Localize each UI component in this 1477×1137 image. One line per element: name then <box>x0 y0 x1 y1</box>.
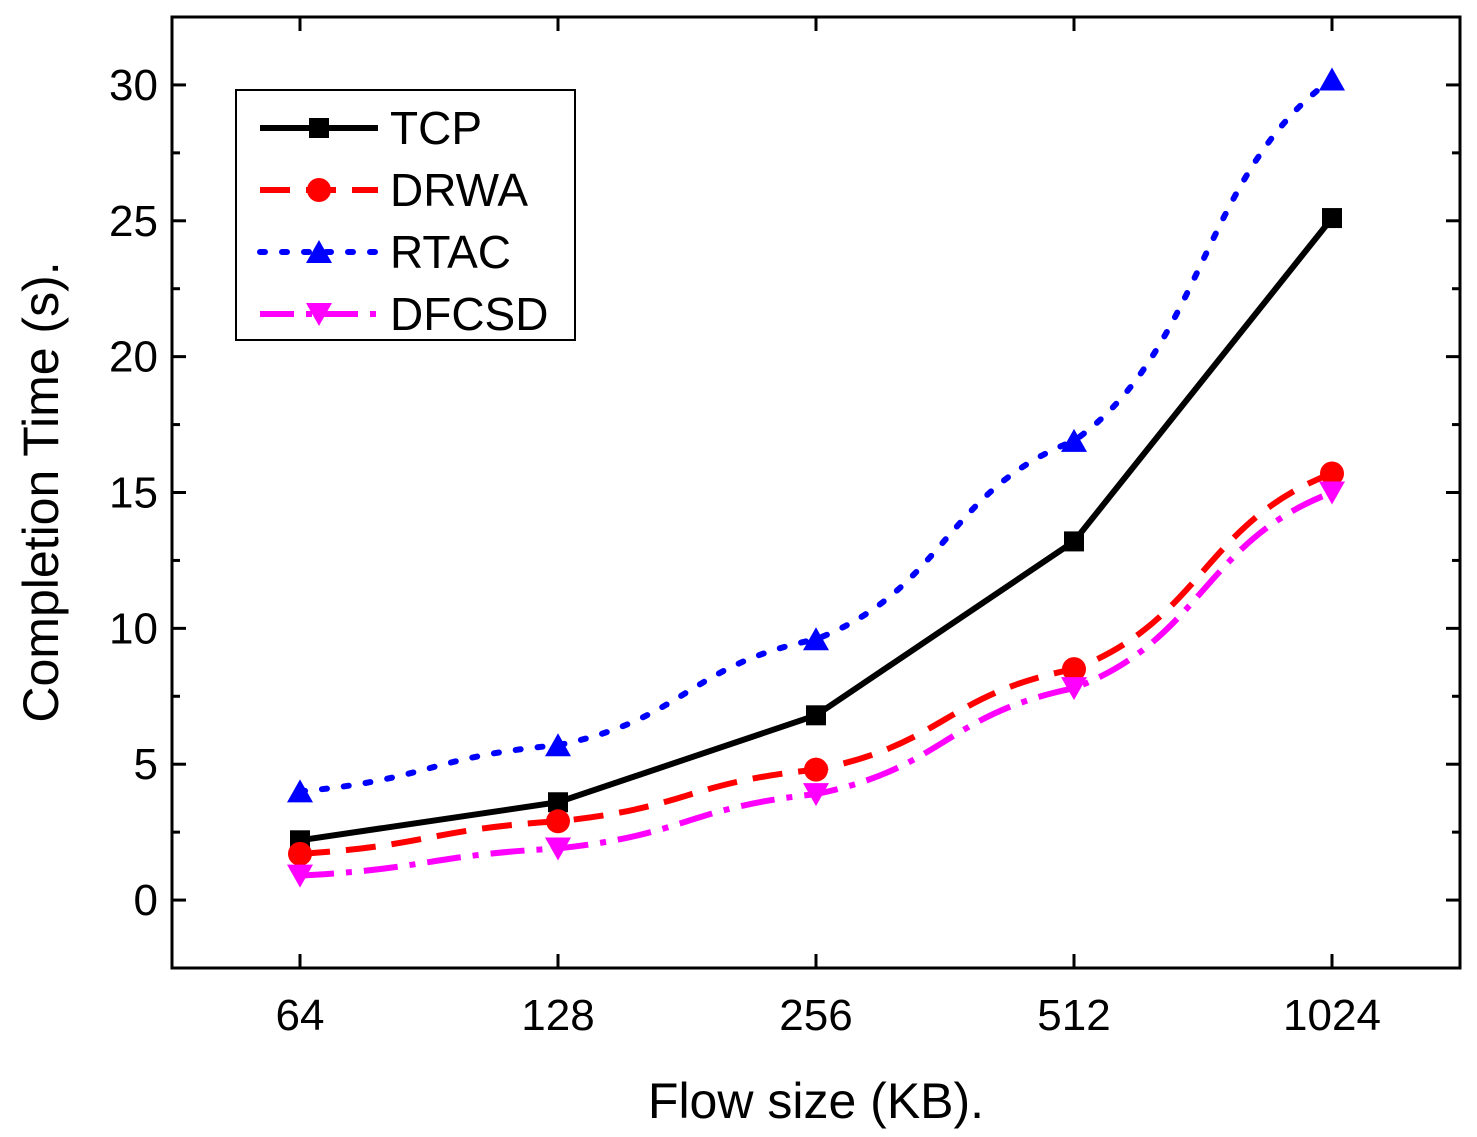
data-point-dfcsd <box>287 864 313 888</box>
x-tick-label: 1024 <box>1283 991 1381 1040</box>
data-point-rtac <box>1319 67 1345 91</box>
data-point-drwa <box>546 809 570 834</box>
series-line-dfcsd <box>299 489 1334 879</box>
data-point-dfcsd <box>1319 481 1345 505</box>
data-point-drwa <box>1062 657 1086 682</box>
data-point-tcp <box>1064 531 1084 552</box>
legend: TCP DRWA RTAC DFCSD <box>235 89 576 341</box>
legend-label-drwa: DRWA <box>390 164 528 216</box>
y-tick-label: 20 <box>109 333 158 382</box>
y-tick-label: 10 <box>109 604 158 653</box>
data-point-drwa <box>288 841 312 866</box>
series-tcp <box>290 208 1342 851</box>
legend-marker-dfcsd <box>306 303 332 326</box>
legend-marker-tcp <box>309 118 329 138</box>
series-drwa <box>288 461 1344 866</box>
series-line-rtac <box>297 76 1335 795</box>
x-tick-label: 64 <box>276 991 325 1040</box>
legend-label-dfcsd: DFCSD <box>390 288 548 340</box>
y-tick-label: 30 <box>109 61 158 110</box>
x-tick-label: 128 <box>521 991 594 1040</box>
series-dfcsd <box>287 481 1345 888</box>
series-line-drwa <box>299 470 1334 857</box>
data-point-rtac <box>803 627 829 651</box>
y-tick-label: 5 <box>134 740 158 789</box>
data-point-tcp <box>1322 208 1342 229</box>
y-axis-title: Completion Time (s). <box>13 261 69 722</box>
series-rtac <box>287 67 1345 803</box>
data-point-tcp <box>548 792 568 813</box>
data-point-rtac <box>545 733 571 757</box>
axis-ticks: 0 5 10 15 20 25 30 64 128 256 512 1024 <box>109 17 1460 1040</box>
data-point-dfcsd <box>545 837 571 861</box>
data-point-rtac <box>1061 428 1087 452</box>
data-point-dfcsd <box>1061 677 1087 701</box>
data-point-tcp <box>806 705 826 726</box>
x-tick-label: 512 <box>1037 991 1110 1040</box>
x-axis-title: Flow size (KB). <box>648 1073 984 1129</box>
y-tick-label: 25 <box>109 197 158 246</box>
data-point-dfcsd <box>803 783 829 807</box>
legend-marker-rtac <box>306 240 332 263</box>
data-point-drwa <box>804 757 828 782</box>
legend-label-rtac: RTAC <box>390 226 511 278</box>
series-layer <box>287 67 1345 888</box>
legend-marker-drwa <box>307 178 331 202</box>
legend-label-tcp: TCP <box>390 102 482 154</box>
legend-box <box>235 89 576 341</box>
y-tick-label: 0 <box>134 876 158 925</box>
y-tick-label: 15 <box>109 469 158 518</box>
data-point-drwa <box>1320 461 1344 486</box>
x-tick-label: 256 <box>779 991 852 1040</box>
data-point-rtac <box>287 779 313 803</box>
